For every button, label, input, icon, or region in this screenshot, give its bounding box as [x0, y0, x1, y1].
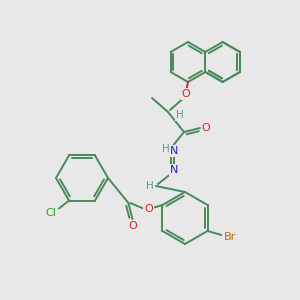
Text: H: H — [162, 144, 170, 154]
Text: H: H — [176, 110, 184, 120]
Text: Br: Br — [224, 232, 236, 242]
Text: N: N — [170, 165, 178, 175]
Text: H: H — [146, 181, 154, 191]
Text: O: O — [182, 89, 190, 99]
Text: O: O — [202, 123, 210, 133]
Text: O: O — [144, 204, 153, 214]
Text: Cl: Cl — [46, 208, 56, 218]
Text: N: N — [170, 146, 178, 156]
Text: O: O — [128, 221, 137, 231]
